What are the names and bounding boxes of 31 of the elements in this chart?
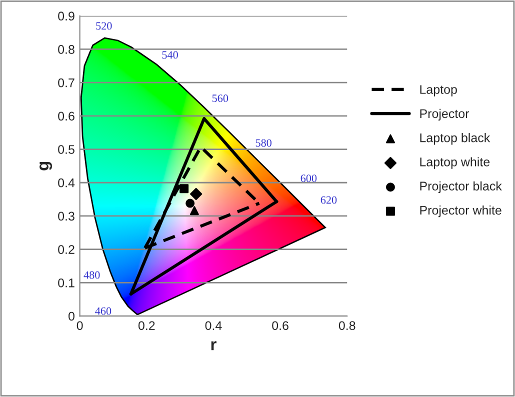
x-tick-label: 0.4 — [205, 321, 222, 330]
y-tick-label: 0.6 — [58, 112, 74, 121]
annotation: 460 — [95, 307, 112, 315]
y-tick-label: 0.4 — [58, 178, 75, 188]
legend-label: Projector — [420, 108, 470, 121]
legend-label: Laptop white — [420, 157, 490, 169]
annotation: 520 — [96, 22, 112, 30]
legend-label: Projector black — [420, 181, 502, 193]
y-tick-label: 0.8 — [58, 45, 74, 54]
annotation: 480 — [84, 271, 100, 279]
y-tick-label: 0.3 — [58, 212, 74, 221]
x-tick-label: 0.6 — [272, 321, 288, 330]
x-axis-title: r — [211, 341, 216, 350]
y-tick-label: 0 — [68, 312, 74, 321]
annotation: 600 — [300, 174, 317, 182]
annotation: 540 — [162, 51, 178, 59]
x-tick-label: 0 — [76, 321, 83, 330]
legend-label: Projector white — [420, 205, 502, 218]
y-tick-label: 0.1 — [58, 278, 74, 288]
annotation: 620 — [320, 196, 337, 204]
annotation: 560 — [212, 94, 228, 102]
y-tick-label: 0.7 — [58, 78, 74, 88]
y-tick-label: 0.9 — [58, 12, 74, 21]
annotation: 580 — [256, 139, 272, 147]
x-tick-label: 0.8 — [338, 321, 356, 330]
legend-label: Laptop black — [420, 133, 490, 145]
legend-label: Laptop — [420, 85, 457, 96]
x-tick-label: 0.2 — [138, 321, 155, 330]
y-tick-label: 0.2 — [58, 245, 74, 254]
y-tick-label: 0.5 — [58, 145, 74, 154]
y-axis-title: g — [40, 162, 52, 170]
